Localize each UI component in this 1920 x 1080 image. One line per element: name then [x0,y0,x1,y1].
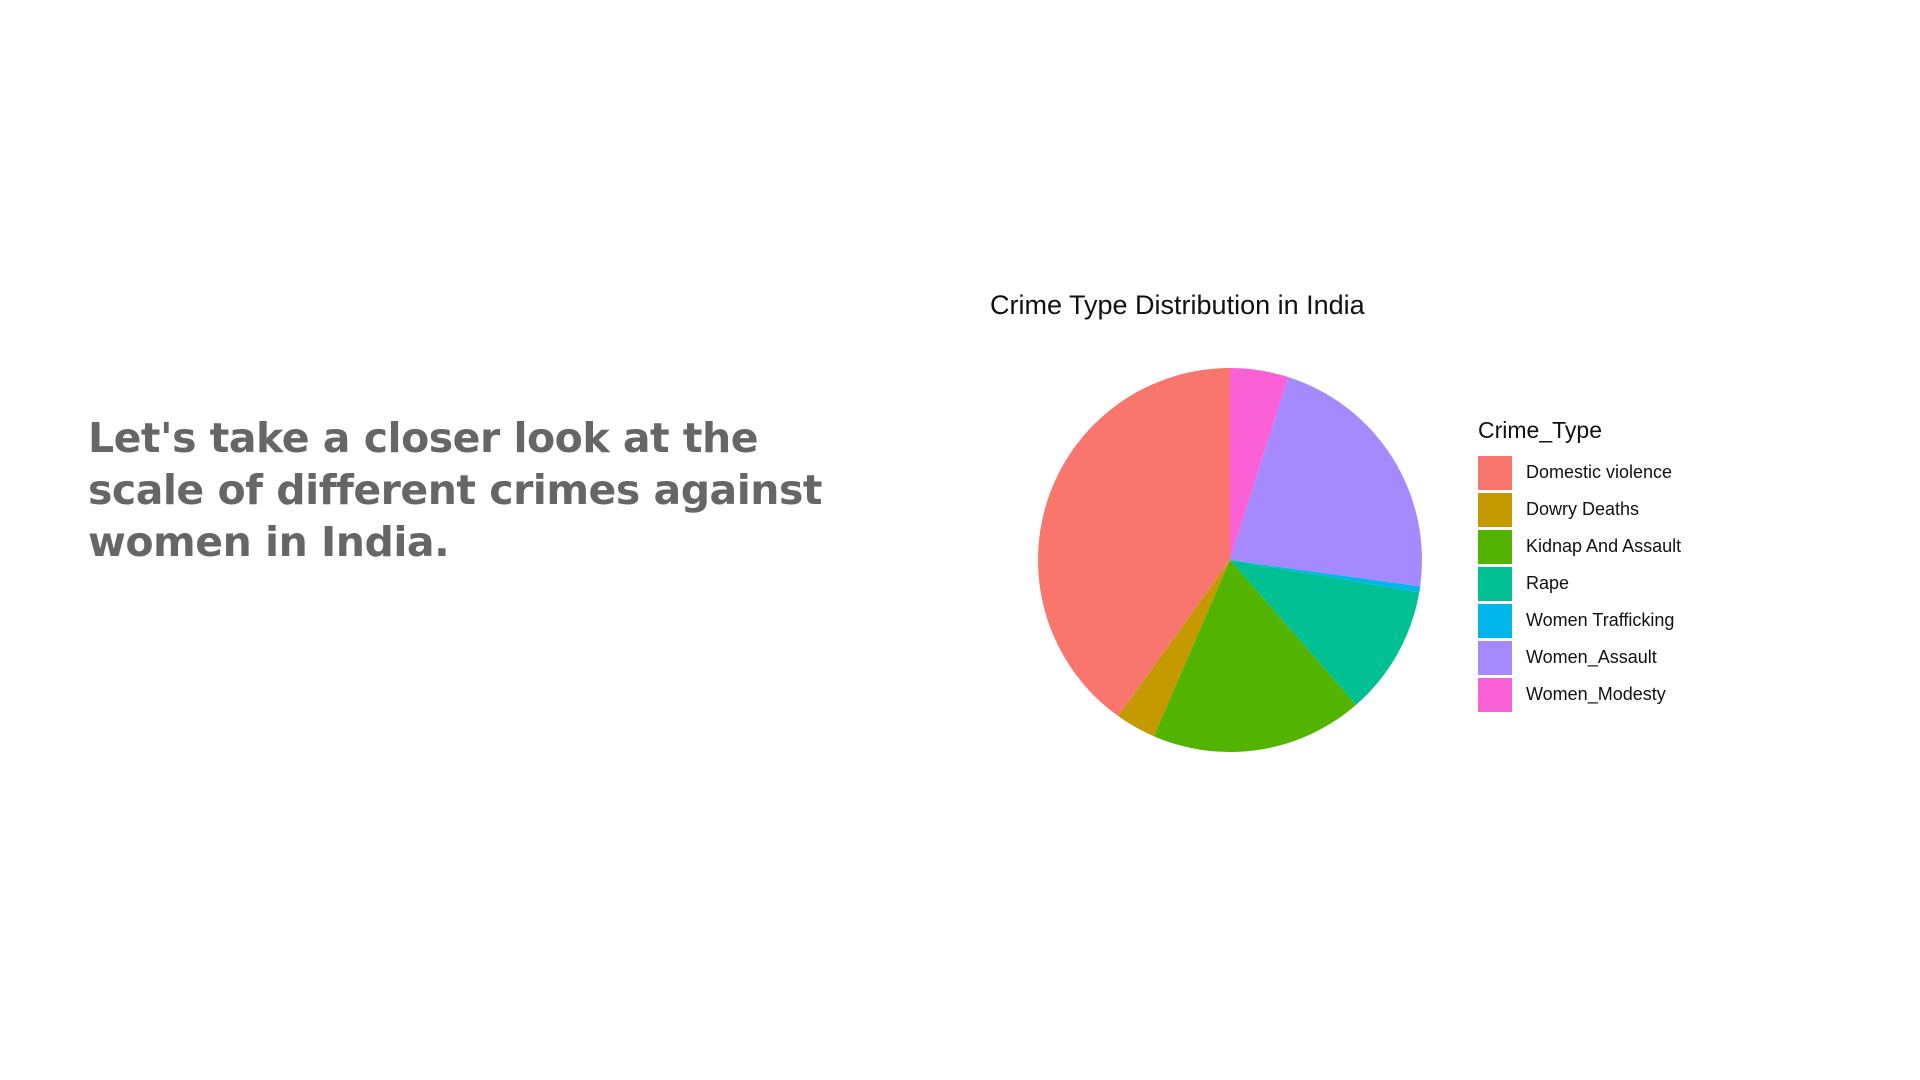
legend-swatch [1478,492,1512,527]
legend-swatch [1478,455,1512,490]
pie-slice-domestic-violence [1037,367,1230,717]
legend-swatch [1478,566,1512,601]
legend-swatch [1478,640,1512,675]
pie-slice-women-modesty [1230,368,1289,560]
legend-item-women-modesty: Women_Modesty [1478,676,1681,713]
legend-label: Dowry Deaths [1526,499,1640,519]
legend-swatch [1478,677,1512,712]
pie-slice-women-trafficking [1230,560,1421,593]
legend-title: Crime_Type [1478,417,1602,443]
pie-slice-rape [1230,560,1420,705]
legend-swatch [1478,603,1512,638]
chart-legend: Crime_Type Domestic violence Dowry Deaths… [1478,414,1681,713]
legend-item-women-trafficking: Women Trafficking [1478,602,1681,639]
legend-item-domestic-violence: Domestic violence [1478,454,1681,491]
legend-item-women-assault: Women_Assault [1478,639,1681,676]
legend-label: Women Trafficking [1526,610,1675,630]
legend-item-kidnap-and-assault: Kidnap And Assault [1478,528,1681,565]
chart-title: Crime Type Distribution in India [990,290,1365,320]
legend-swatch [1478,529,1512,564]
legend-label: Women_Assault [1526,647,1657,667]
legend-label: Domestic violence [1526,462,1673,482]
legend-item-dowry-deaths: Dowry Deaths [1478,491,1681,528]
pie-chart [1037,367,1423,752]
pie-slice-dowry-deaths [1118,560,1230,737]
legend-items: Domestic violence Dowry Deaths Kidnap And … [1478,454,1681,713]
pie-slice-women-assault [1230,377,1423,587]
slide-heading: Let's take a closer look at the scale of… [88,414,822,566]
legend-label: Women_Modesty [1526,684,1666,704]
legend-label: Rape [1526,573,1570,593]
legend-label: Kidnap And Assault [1526,536,1682,556]
legend-item-rape: Rape [1478,565,1681,602]
pie-slice-kidnap-and-assault [1153,560,1357,752]
